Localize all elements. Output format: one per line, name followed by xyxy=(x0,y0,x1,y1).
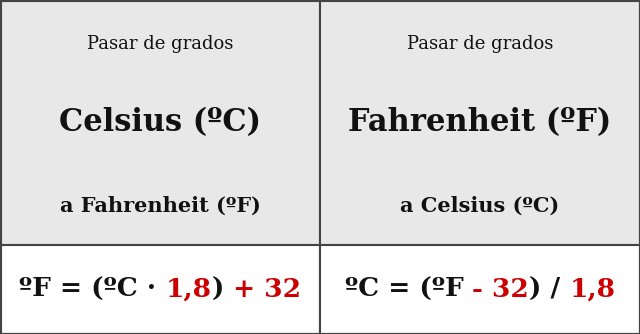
Text: 1,8: 1,8 xyxy=(165,277,211,302)
Text: Pasar de grados: Pasar de grados xyxy=(407,35,553,53)
Text: Celsius (ºC): Celsius (ºC) xyxy=(59,107,261,138)
Text: 1,8: 1,8 xyxy=(570,277,616,302)
Text: ): ) xyxy=(211,277,224,302)
Text: Pasar de grados: Pasar de grados xyxy=(87,35,233,53)
Text: + 32: + 32 xyxy=(224,277,301,302)
Text: ºF = (ºC ·: ºF = (ºC · xyxy=(19,277,165,302)
Bar xyxy=(0,0,320,245)
Bar xyxy=(320,0,640,245)
Text: ºC = (ºF: ºC = (ºF xyxy=(344,277,472,302)
Text: a Celsius (ºC): a Celsius (ºC) xyxy=(401,196,559,216)
Text: Fahrenheit (ºF): Fahrenheit (ºF) xyxy=(348,107,612,138)
Bar xyxy=(320,245,640,334)
Text: a Fahrenheit (ºF): a Fahrenheit (ºF) xyxy=(60,196,260,216)
Text: - 32: - 32 xyxy=(472,277,529,302)
Text: ) /: ) / xyxy=(529,277,570,302)
Bar xyxy=(0,245,320,334)
